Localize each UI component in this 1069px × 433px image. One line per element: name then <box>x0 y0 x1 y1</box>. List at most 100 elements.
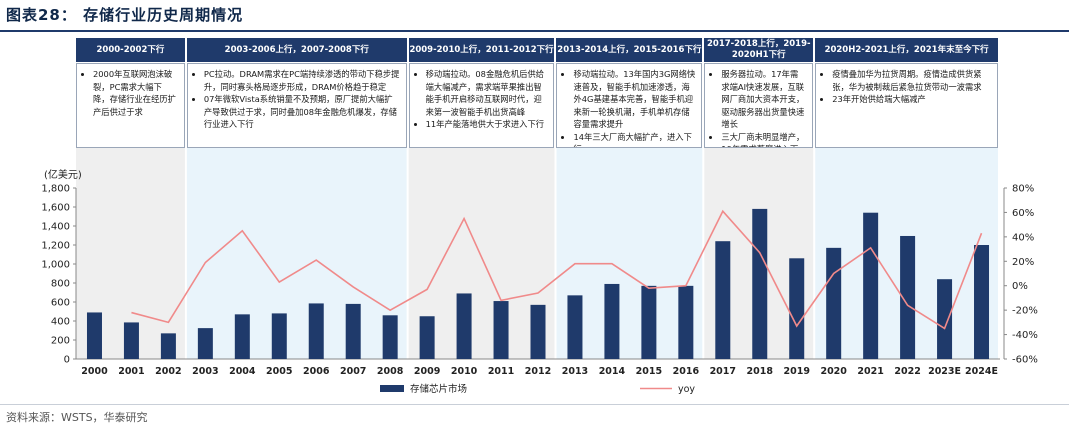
x-tick-label: 2008 <box>377 366 404 377</box>
left-tick-label: 600 <box>51 298 70 309</box>
legend-bar-label: 存储芯片市场 <box>410 383 467 395</box>
period-bullet: 服务器拉动。17年需求端AI快速发展，互联网厂商加大资本开支，驱动服务器出货量快… <box>721 68 806 131</box>
period-bullet: 07年微软Vista系统销量不及预期，原厂提前大幅扩产导致供过于求，同时叠加08… <box>204 93 400 131</box>
legend-bar-swatch <box>380 385 404 392</box>
left-tick-label: 800 <box>51 279 70 290</box>
x-tick-label: 2022 <box>894 366 920 377</box>
bar-2011 <box>493 301 509 359</box>
bar-2001 <box>123 322 139 359</box>
left-tick-label: 1,000 <box>41 260 70 271</box>
x-tick-label: 2016 <box>673 366 700 377</box>
bar-2000 <box>86 312 102 359</box>
bar-2017 <box>715 241 731 359</box>
bar-2003 <box>197 328 213 359</box>
left-tick-label: 200 <box>51 336 70 347</box>
period-header-2: 2003-2006上行，2007-2008下行 <box>186 38 407 62</box>
bar-2016 <box>678 285 694 359</box>
x-tick-label: 2007 <box>340 366 366 377</box>
period-header-3: 2009-2010上行，2011-2012下行 <box>408 38 555 62</box>
x-tick-label: 2000 <box>81 366 108 377</box>
bar-2004 <box>234 314 250 359</box>
period-header-1: 2000-2002下行 <box>76 38 185 62</box>
bar-2006 <box>308 303 324 359</box>
x-tick-label: 2004 <box>229 366 256 377</box>
figure-title: 图表28： 存储行业历史周期情况 <box>6 6 244 24</box>
period-bullet: 11年产能落地供大于求进入下行 <box>426 118 548 131</box>
period-bullet: 14年三大厂商大幅扩产，进入下行 <box>573 131 695 148</box>
bar-2021 <box>863 212 879 359</box>
bar-2014 <box>604 283 620 359</box>
period-header-5: 2017-2018上行，2019-2020H1下行 <box>704 38 814 62</box>
x-tick-label: 2009 <box>414 366 440 377</box>
x-tick-label: 2005 <box>266 366 292 377</box>
bar-2008 <box>382 315 398 359</box>
x-tick-label: 2001 <box>118 366 144 377</box>
period-bullet: 2000年互联网泡沫破裂，PC需求大幅下降，存储行业在经历扩产后供过于求 <box>93 68 178 118</box>
bar-2023E <box>937 279 953 359</box>
bar-2010 <box>456 293 472 359</box>
right-tick-label: 80% <box>1012 184 1034 195</box>
period-header-4: 2013-2014上行，2015-2016下行 <box>556 38 703 62</box>
period-bullet: 23年开始供给端大幅减产 <box>832 93 991 106</box>
period-description-1: 2000年互联网泡沫破裂，PC需求大幅下降，存储行业在经历扩产后供过于求 <box>76 63 185 148</box>
left-tick-label: 1,800 <box>41 184 70 195</box>
x-tick-label: 2003 <box>192 366 218 377</box>
bar-2002 <box>160 333 176 359</box>
right-tick-label: 40% <box>1012 232 1034 243</box>
x-tick-label: 2018 <box>747 366 774 377</box>
bar-2020 <box>826 247 842 359</box>
period-bullet: 移动端拉动。08金融危机后供给端大幅减产，需求端苹果推出智能手机开启移动互联网时… <box>426 68 548 118</box>
x-tick-label: 2011 <box>488 366 514 377</box>
bar-2009 <box>419 316 435 359</box>
bar-2019 <box>789 258 805 359</box>
bar-2012 <box>530 304 546 359</box>
x-tick-label: 2012 <box>525 366 551 377</box>
memory-market-chart: 0 200 400 600 800 1,000 1,200 1,400 1,600 1,800 (亿… <box>41 148 1038 395</box>
right-tick-label: -20% <box>1012 306 1038 317</box>
left-tick-label: 1,400 <box>41 222 70 233</box>
x-tick-label: 2021 <box>857 366 883 377</box>
bar-2007 <box>345 303 361 359</box>
right-tick-label: -60% <box>1012 355 1038 366</box>
left-tick-label: 1,600 <box>41 203 70 214</box>
period-band-2 <box>186 148 407 359</box>
source-note: 资料来源：WSTS，华泰研究 <box>6 411 148 424</box>
left-tick-label: 1,200 <box>41 241 70 252</box>
x-tick-label: 2024E <box>965 366 998 377</box>
period-bullet: 移动端拉动。13年国内3G网络快速普及，智能手机加速渗透，海外4G基建基本完善，… <box>573 68 695 131</box>
x-tick-label: 2006 <box>303 366 330 377</box>
period-bullet: 疫情叠加华为拉货周期。疫情造成供货紧张，华为被制裁后紧急拉货带动一波需求 <box>832 68 991 93</box>
yoy-line <box>131 209 983 330</box>
period-bullet: PC拉动。DRAM需求在PC端持续渗透的带动下稳步提升，同时寡头格局逐步形成，D… <box>204 68 400 93</box>
left-tick-label: 400 <box>51 317 70 328</box>
bar-2022 <box>900 235 916 359</box>
period-bullet: 三大厂商未明显增产，19年需求萎靡进入下行 <box>721 131 806 148</box>
bar-2024E <box>974 245 990 359</box>
x-tick-label: 2015 <box>636 366 662 377</box>
period-description-3: 移动端拉动。08金融危机后供给端大幅减产，需求端苹果推出智能手机开启移动互联网时… <box>408 63 555 148</box>
right-tick-label: -40% <box>1012 330 1038 341</box>
x-tick-label: 2002 <box>155 366 181 377</box>
period-description-6: 疫情叠加华为拉货周期。疫情造成供货紧张，华为被制裁后紧急拉货带动一波需求23年开… <box>815 63 998 148</box>
right-tick-label: 0% <box>1012 281 1028 292</box>
x-tick-label: 2013 <box>562 366 588 377</box>
x-tick-label: 2019 <box>783 366 809 377</box>
period-description-2: PC拉动。DRAM需求在PC端持续渗透的带动下稳步提升，同时寡头格局逐步形成，D… <box>186 63 407 148</box>
bar-2018 <box>752 208 768 359</box>
legend-line-label: yoy <box>678 384 695 395</box>
left-tick-label: 0 <box>64 355 70 366</box>
bar-2013 <box>567 295 583 359</box>
x-tick-label: 2020 <box>820 366 847 377</box>
right-tick-label: 60% <box>1012 208 1034 219</box>
period-description-4: 移动端拉动。13年国内3G网络快速普及，智能手机加速渗透，海外4G基建基本完善，… <box>556 63 703 148</box>
x-tick-label: 2023E <box>928 366 961 377</box>
x-tick-label: 2014 <box>599 366 626 377</box>
bar-2015 <box>641 285 657 359</box>
bottom-divider <box>0 404 1069 405</box>
x-tick-label: 2010 <box>451 366 478 377</box>
bar-2005 <box>271 313 287 359</box>
right-tick-label: 20% <box>1012 257 1034 268</box>
period-description-5: 服务器拉动。17年需求端AI快速发展，互联网厂商加大资本开支，驱动服务器出货量快… <box>704 63 814 148</box>
period-header-6: 2020H2-2021上行，2021年末至今下行 <box>815 38 998 62</box>
title-divider <box>0 30 1069 32</box>
